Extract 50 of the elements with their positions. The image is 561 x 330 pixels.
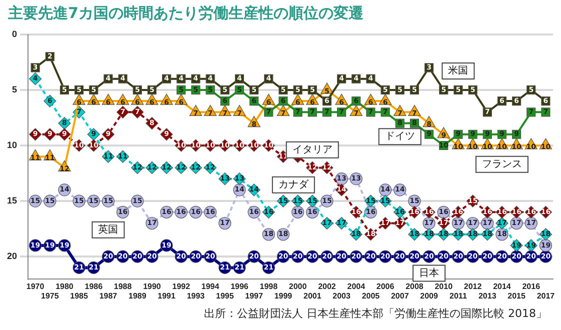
x-tick-label: 1995 [216, 291, 234, 300]
x-tick-label: 2013 [478, 291, 497, 300]
x-tick-label: 1975 [40, 291, 60, 300]
series-label: 英国 [98, 224, 118, 236]
x-tick-label: 2009 [420, 291, 438, 300]
x-tick-label: 2012 [464, 282, 482, 291]
y-tick-label: 5 [12, 84, 18, 94]
x-tick-label: 1989 [128, 291, 147, 300]
x-tick-label: 1991 [158, 291, 176, 300]
x-tick-label: 2014 [493, 282, 512, 291]
x-tick-label: 2015 [508, 291, 526, 300]
x-tick-label: 1999 [274, 291, 293, 300]
series-label: フランス [482, 158, 522, 170]
x-tick-label: 1985 [70, 291, 88, 300]
series-label: 米国 [448, 64, 468, 77]
x-tick-label: 2003 [332, 291, 351, 300]
x-tick-label: 2007 [390, 291, 410, 300]
x-tick-label: 1970 [26, 282, 45, 291]
x-tick-label: 1986 [84, 282, 104, 291]
x-tick-label: 1993 [186, 291, 206, 300]
series-label: 日本 [419, 266, 440, 279]
y-tick-label: 20 [6, 251, 18, 262]
y-tick-label: 10 [6, 140, 18, 150]
x-tick-label: 2017 [536, 291, 556, 300]
x-tick-label: 1980 [56, 282, 74, 291]
series-label: イタリア [292, 144, 332, 156]
x-tick-label: 2001 [303, 291, 322, 300]
x-tick-label: 1987 [99, 291, 118, 300]
x-tick-label: 2000 [288, 282, 308, 291]
text: 出所：公益財団法人 日本生産性本部「労働生産性の国際比較 2018」 [204, 306, 547, 321]
x-tick-label: 2005 [362, 291, 380, 300]
x-tick-label: 1998 [260, 282, 278, 291]
x-tick-label: 2006 [376, 282, 395, 291]
x-tick-label: 1997 [245, 291, 264, 300]
chart-title: 主要先進7カ国の時間あたり労働生産性の順位の変遷 [8, 4, 364, 23]
x-tick-label: 1988 [114, 282, 132, 291]
series-label: ドイツ [384, 131, 415, 142]
x-tick-label: 2010 [434, 282, 454, 291]
x-tick-label: 1994 [201, 282, 220, 291]
x-tick-label: 2016 [522, 282, 541, 291]
series-label: カナダ [278, 178, 310, 191]
x-tick-label: 1992 [172, 282, 191, 291]
x-tick-label: 2008 [406, 282, 424, 291]
y-tick-label: 0 [12, 28, 18, 39]
x-tick-label: 2002 [318, 282, 336, 291]
x-tick-label: 2011 [450, 291, 468, 300]
y-tick-label: 15 [6, 196, 18, 206]
x-tick-label: 2004 [347, 282, 366, 291]
x-tick-label: 1996 [230, 282, 249, 291]
x-tick-label: 1990 [143, 282, 162, 291]
